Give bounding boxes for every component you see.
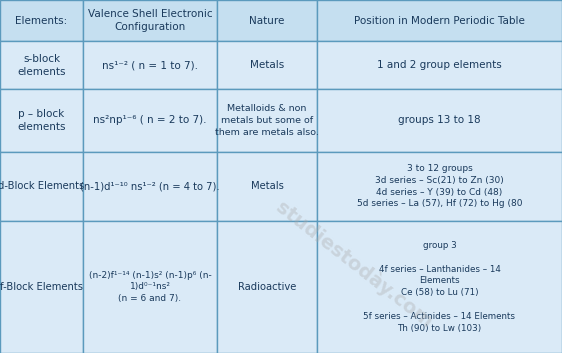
Text: s-block
elements: s-block elements [17,54,66,77]
Text: Metals: Metals [251,181,283,191]
Bar [217,0,317,41]
Bar [0,221,83,353]
Bar [0,41,83,89]
Text: d-Block Elements: d-Block Elements [0,181,85,191]
Text: Radioactive: Radioactive [238,282,296,292]
Bar [317,152,562,221]
Bar [217,221,317,353]
Text: (n-2)f¹⁻¹⁴ (n-1)s² (n-1)p⁶ (n-
1)d⁰⁻¹ns²
(n = 6 and 7).: (n-2)f¹⁻¹⁴ (n-1)s² (n-1)p⁶ (n- 1)d⁰⁻¹ns²… [89,270,211,303]
Text: 3 to 12 groups
3d series – Sc(21) to Zn (30)
4d series – Y (39) to Cd (48)
5d se: 3 to 12 groups 3d series – Sc(21) to Zn … [357,164,522,208]
Text: Nature: Nature [250,16,284,26]
Text: 1 and 2 group elements: 1 and 2 group elements [377,60,502,70]
Bar [83,221,217,353]
Text: Elements:: Elements: [16,16,67,26]
Text: Metalloids & non
metals but some of
them are metals also.: Metalloids & non metals but some of them… [215,104,319,137]
Bar [83,41,217,89]
Text: p – block
elements: p – block elements [17,109,66,132]
Text: (n-1)d¹⁻¹⁰ ns¹⁻² (n = 4 to 7).: (n-1)d¹⁻¹⁰ ns¹⁻² (n = 4 to 7). [80,181,220,191]
Bar [317,221,562,353]
Bar [0,0,83,41]
Bar [317,0,562,41]
Text: Metals: Metals [250,60,284,70]
Bar [83,89,217,152]
Bar [217,152,317,221]
Text: group 3

4f series – Lanthanides – 14
Elements
Ce (58) to Lu (71)

5f series – A: group 3 4f series – Lanthanides – 14 Ele… [364,241,515,333]
Text: groups 13 to 18: groups 13 to 18 [398,115,481,125]
Bar [317,89,562,152]
Bar [0,89,83,152]
Text: f-Block Elements: f-Block Elements [0,282,83,292]
Bar [83,152,217,221]
Bar [317,41,562,89]
Text: studiestodày.com: studiestodày.com [272,197,436,332]
Bar [217,41,317,89]
Text: ns¹⁻² ( n = 1 to 7).: ns¹⁻² ( n = 1 to 7). [102,60,198,70]
Text: Valence Shell Electronic
Configuration: Valence Shell Electronic Configuration [88,9,212,32]
Bar [217,89,317,152]
Bar [0,152,83,221]
Text: Position in Modern Periodic Table: Position in Modern Periodic Table [354,16,525,26]
Text: ns²np¹⁻⁶ ( n = 2 to 7).: ns²np¹⁻⁶ ( n = 2 to 7). [93,115,207,125]
Bar [83,0,217,41]
